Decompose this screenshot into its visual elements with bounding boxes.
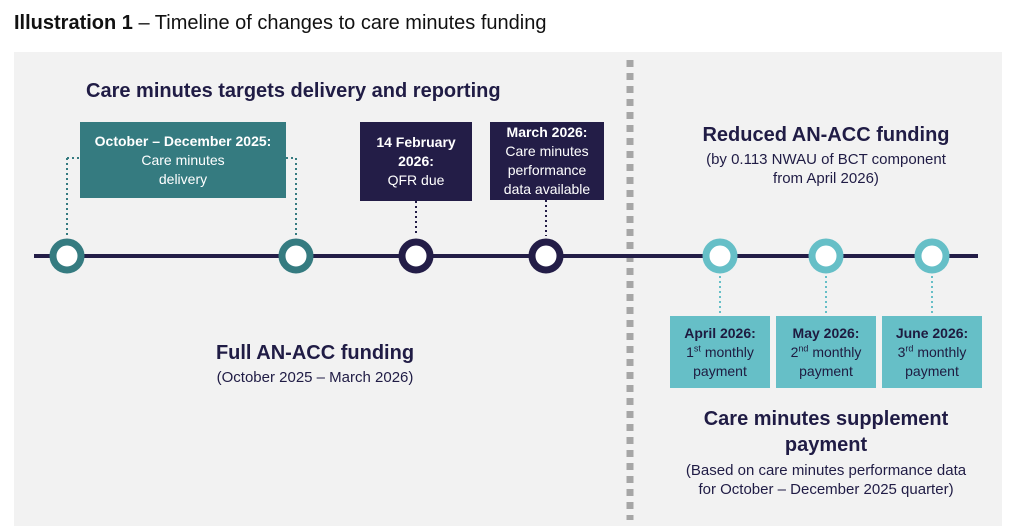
delivery-box-line: delivery: [158, 170, 208, 187]
payment-title: June 2026:: [895, 324, 969, 341]
supplement-title: Care minutes supplement: [703, 408, 949, 430]
performance-data-box: March 2026: Care minutes performance dat…: [490, 122, 604, 200]
supplement-block: Care minutes supplement payment (Based o…: [640, 406, 1012, 498]
figure-caption: Illustration 1 – Timeline of changes to …: [14, 12, 546, 35]
node-june-2026: [914, 238, 950, 274]
supplement-detail: (Based on care minutes performance data: [685, 462, 967, 479]
node-feb-2026: [398, 238, 434, 274]
full-funding-period: (October 2025 – March 2026): [216, 369, 414, 386]
caption-text: – Timeline of changes to care minutes fu…: [132, 12, 547, 34]
payment-line: 2nd monthly: [790, 342, 862, 360]
delivery-box-line: Care minutes: [141, 151, 225, 168]
reduced-funding-detail: from April 2026): [773, 170, 879, 187]
payment-box-april: April 2026: 1st monthly payment: [670, 316, 770, 388]
node-oct-2025: [49, 238, 85, 274]
caption-label: Illustration 1: [14, 12, 133, 34]
payment-title: May 2026:: [792, 324, 860, 341]
payment-title: April 2026:: [684, 324, 756, 341]
payment-box-june: June 2026: 3rd monthly payment: [882, 316, 982, 388]
full-funding-block: Full AN-ACC funding (October 2025 – Marc…: [160, 342, 470, 386]
supplement-detail: for October – December 2025 quarter): [698, 481, 954, 498]
payment-line: payment: [693, 362, 747, 379]
delivery-box-title: October – December 2025:: [94, 132, 272, 149]
payment-line: payment: [905, 362, 959, 379]
delivery-box: October – December 2025: Care minutes de…: [80, 122, 286, 198]
node-may-2026: [808, 238, 844, 274]
qfr-box-line: QFR due: [387, 172, 445, 188]
supplement-title: payment: [784, 434, 868, 456]
delivery-reporting-heading: Care minutes targets delivery and report…: [86, 80, 501, 102]
qfr-box-title: 14 February: [376, 134, 456, 150]
node-april-2026: [702, 238, 738, 274]
node-dec-2025: [278, 238, 314, 274]
payment-line: payment: [799, 362, 853, 379]
qfr-box-title: 2026:: [398, 153, 434, 169]
performance-box-line: data available: [503, 181, 591, 197]
payment-line: 1st monthly: [686, 342, 754, 360]
node-march-2026: [528, 238, 564, 274]
performance-box-line: performance: [507, 162, 587, 178]
payment-line: 3rd monthly: [897, 342, 967, 360]
payment-box-may: May 2026: 2nd monthly payment: [776, 316, 876, 388]
full-funding-title: Full AN-ACC funding: [215, 342, 415, 364]
qfr-box: 14 February 2026: QFR due: [360, 122, 472, 201]
reduced-funding-title: Reduced AN-ACC funding: [702, 124, 950, 146]
reduced-funding-block: Reduced AN-ACC funding (by 0.113 NWAU of…: [640, 124, 1012, 187]
performance-box-title: March 2026:: [506, 124, 588, 140]
performance-box-line: Care minutes: [505, 143, 589, 159]
reduced-funding-detail: (by 0.113 NWAU of BCT component: [706, 151, 946, 168]
